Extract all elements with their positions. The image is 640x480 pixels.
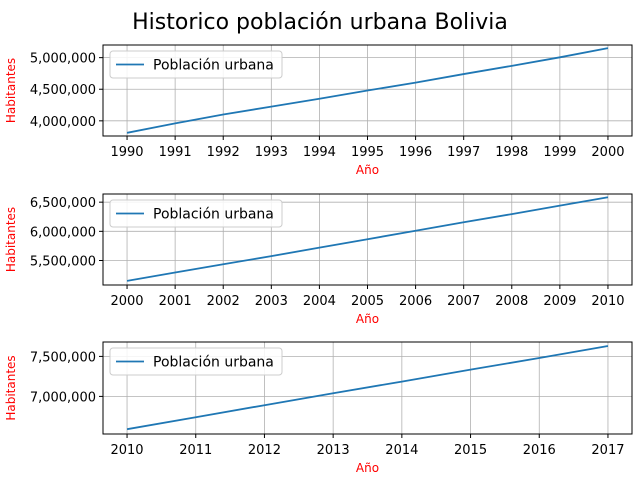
x-axis-label: Año xyxy=(356,461,379,475)
legend-label: Población urbana xyxy=(153,58,274,74)
y-tick-label: 7,000,000 xyxy=(30,390,96,405)
x-tick-label: 2004 xyxy=(303,294,336,309)
x-tick-label: 2012 xyxy=(248,443,281,458)
x-tick-label: 2002 xyxy=(207,294,240,309)
y-tick-label: 7,500,000 xyxy=(30,350,96,365)
x-tick-label: 2003 xyxy=(255,294,288,309)
x-tick-label: 2000 xyxy=(591,145,624,160)
x-axis-label: Año xyxy=(356,312,379,326)
y-tick-label: 5,000,000 xyxy=(30,52,96,67)
legend-box xyxy=(109,50,283,79)
figure-title: Historico población urbana Bolivia xyxy=(132,10,508,35)
x-tick-label: 1995 xyxy=(351,145,384,160)
x-tick-label: 1997 xyxy=(447,145,480,160)
legend: Población urbana xyxy=(109,347,283,376)
x-tick-label: 2000 xyxy=(110,294,143,309)
x-tick-label: 2017 xyxy=(591,443,624,458)
x-tick-label: 2006 xyxy=(399,294,432,309)
x-tick-label: 2010 xyxy=(110,443,143,458)
series-line xyxy=(126,47,609,134)
x-tick-label: 2001 xyxy=(159,294,192,309)
subplot-1: 1990 1991 1992 1993 1994 1995 1996 1997 1998 1999… xyxy=(4,44,633,177)
subplot-2: 2000 2001 2002 2003 2004 2005 2006 2007 2008 2009… xyxy=(4,193,633,326)
y-tick-label: 5,500,000 xyxy=(30,255,96,270)
x-tick-label: 2015 xyxy=(454,443,487,458)
x-tick-label: 2010 xyxy=(591,294,624,309)
y-tick-label: 6,000,000 xyxy=(30,225,96,240)
y-tick-label: 6,500,000 xyxy=(30,196,96,211)
x-tick-label: 2005 xyxy=(351,294,384,309)
legend-box xyxy=(109,347,283,376)
x-tick-label: 2011 xyxy=(179,443,212,458)
x-tick-label: 1996 xyxy=(399,145,432,160)
x-tick-label: 2007 xyxy=(447,294,480,309)
x-tick-label: 1998 xyxy=(495,145,528,160)
x-tick-label: 1993 xyxy=(255,145,288,160)
x-tick-label: 2013 xyxy=(317,443,350,458)
x-tick-label: 2014 xyxy=(385,443,418,458)
x-axis-label: Año xyxy=(356,163,379,177)
x-tick-label: 2009 xyxy=(543,294,576,309)
x-tick-label: 1992 xyxy=(207,145,240,160)
y-tick-label: 4,500,000 xyxy=(30,83,96,98)
legend-label: Población urbana xyxy=(153,355,274,371)
legend: Población urbana xyxy=(109,199,283,228)
x-tick-label: 2008 xyxy=(495,294,528,309)
legend-label: Población urbana xyxy=(153,207,274,223)
x-tick-label: 1999 xyxy=(543,145,576,160)
y-axis-label: Habitantes xyxy=(4,207,18,272)
y-tick-label: 4,000,000 xyxy=(30,115,96,130)
legend: Población urbana xyxy=(109,50,283,79)
y-axis-label: Habitantes xyxy=(4,58,18,123)
x-tick-label: 1994 xyxy=(303,145,336,160)
axes-frame xyxy=(102,341,633,435)
legend-box xyxy=(109,199,283,228)
series-line xyxy=(126,345,609,431)
y-axis-label: Habitantes xyxy=(4,355,18,420)
x-tick-label: 1990 xyxy=(110,145,143,160)
x-tick-label: 1991 xyxy=(159,145,192,160)
x-tick-label: 2016 xyxy=(523,443,556,458)
subplot-3: 2010 2011 2012 2013 2014 2015 2016 2017 7,000,00… xyxy=(4,341,633,475)
series-line xyxy=(126,196,609,282)
